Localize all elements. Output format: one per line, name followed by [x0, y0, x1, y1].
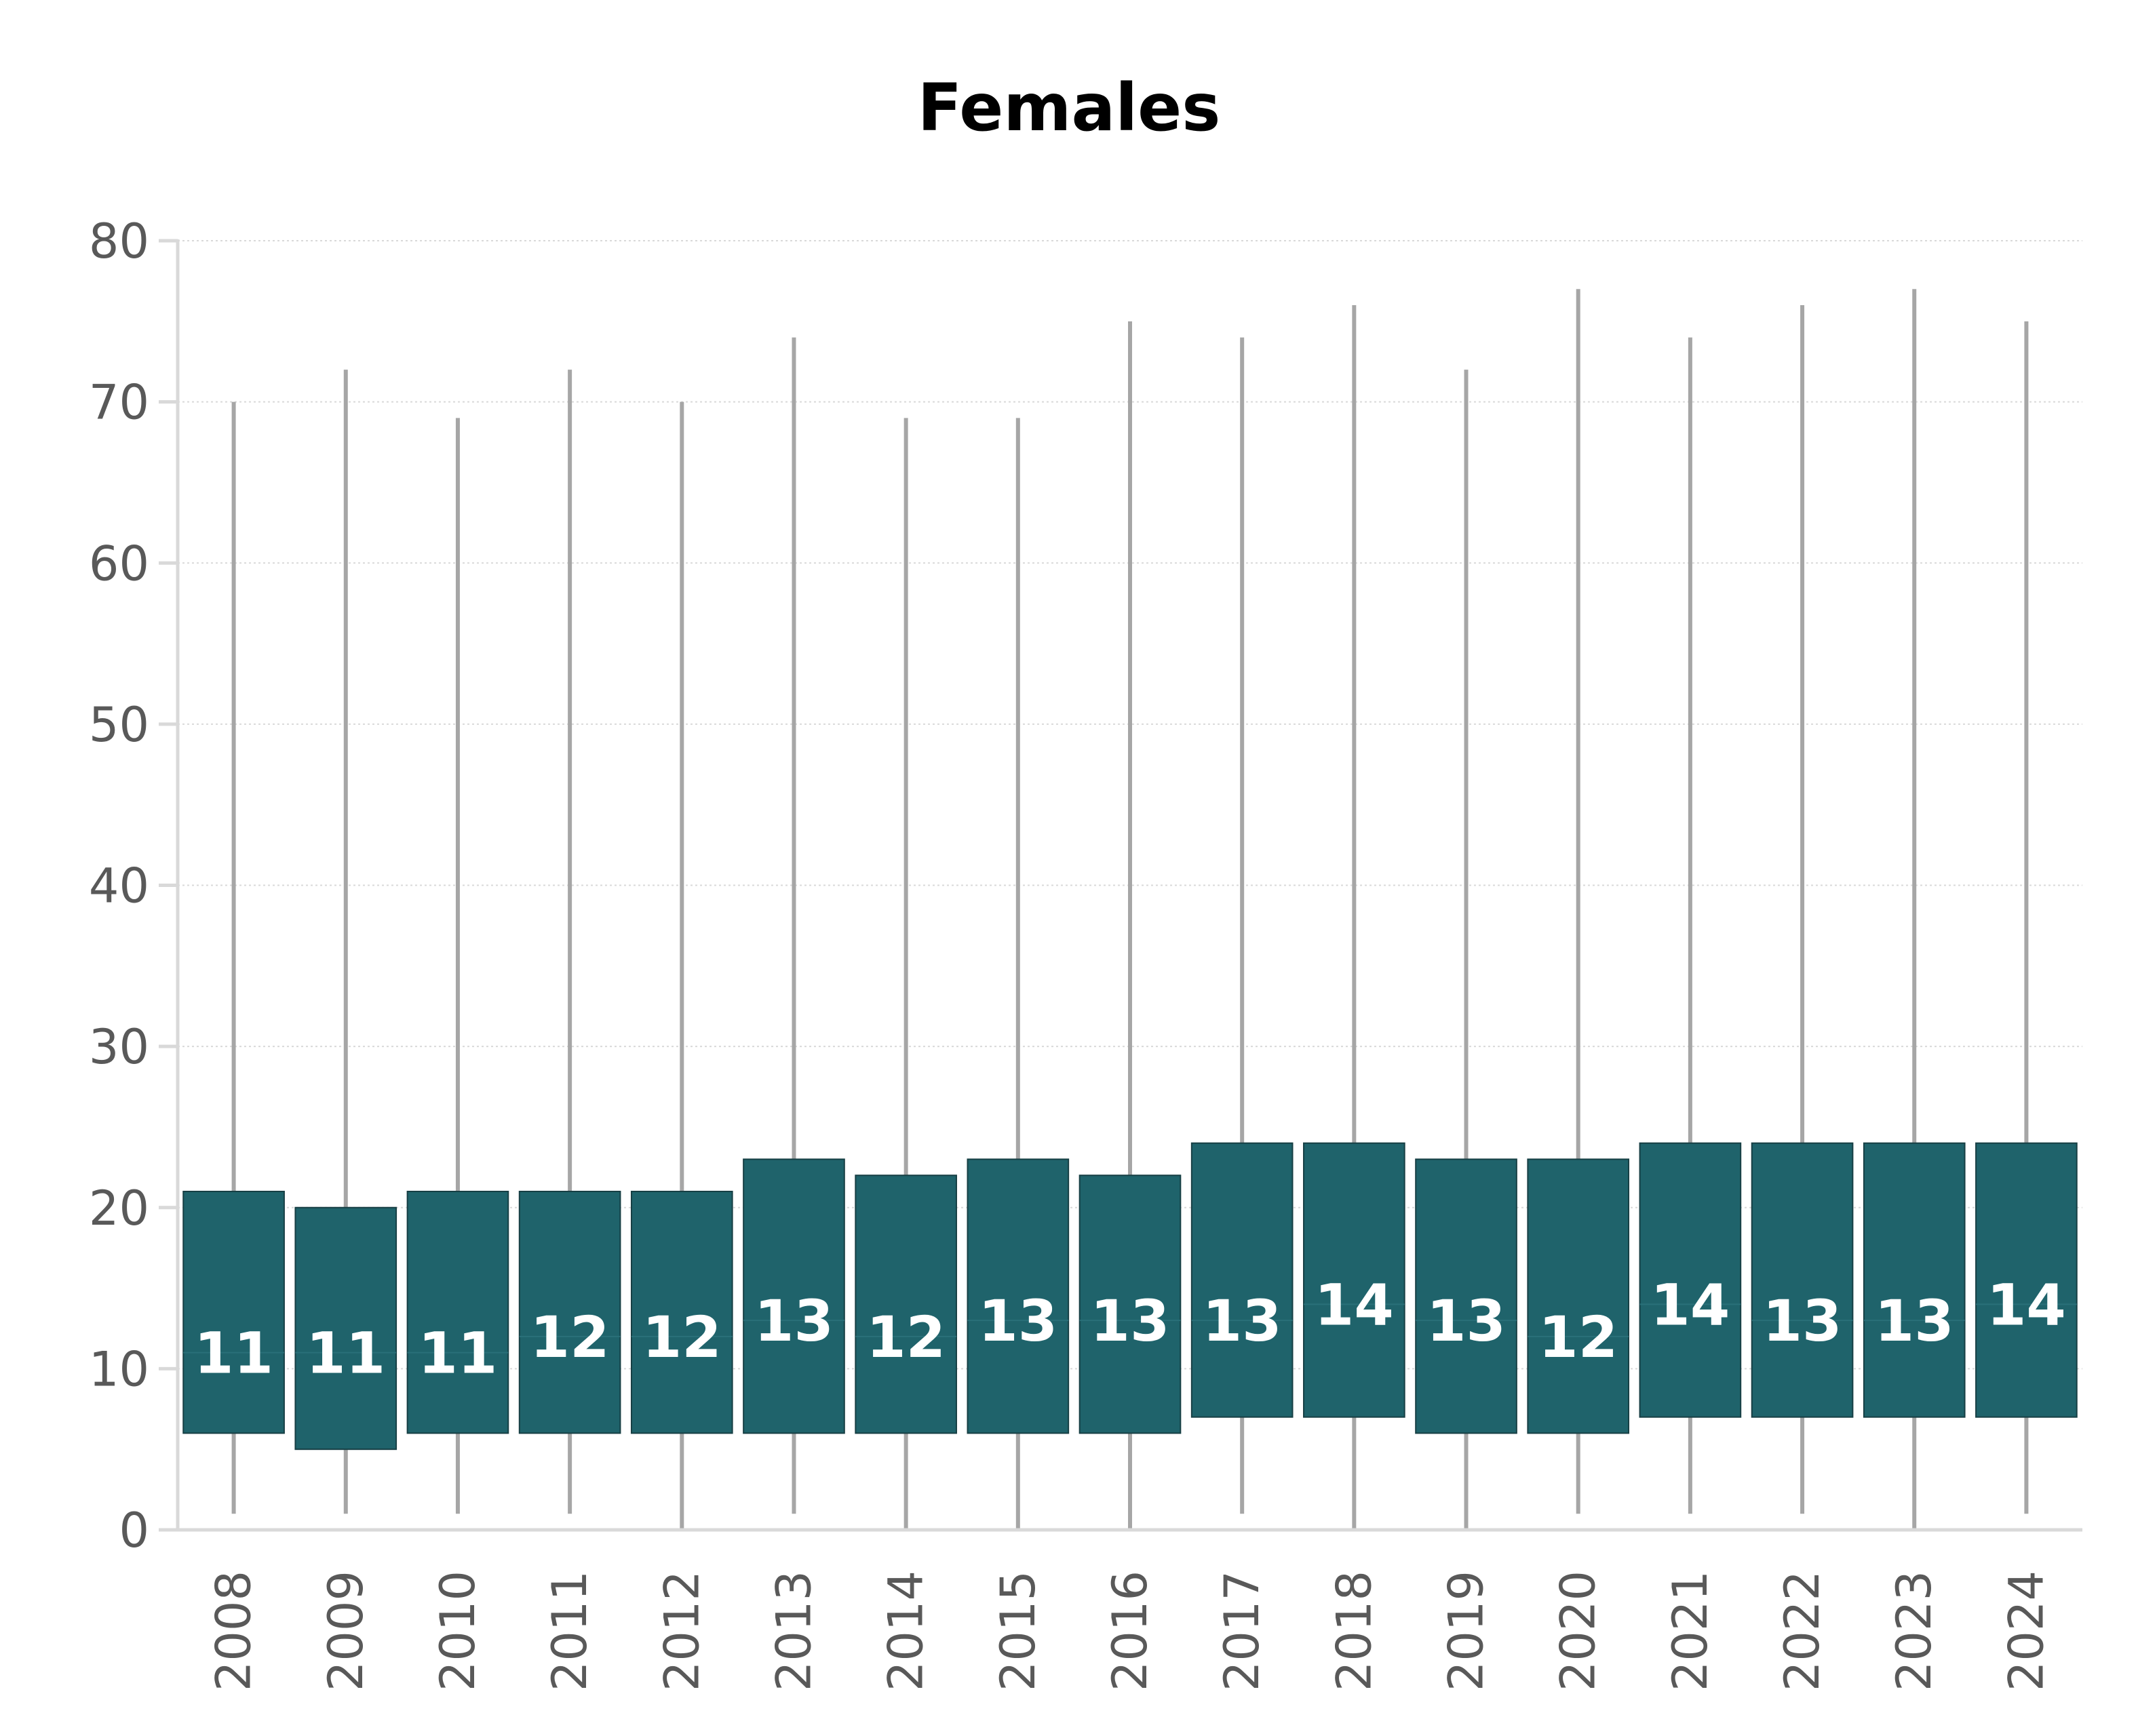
box-2016	[1078, 1175, 1182, 1434]
x-tick-label-2023: 2023	[1886, 1571, 1942, 1691]
box-2013	[743, 1158, 845, 1434]
median-label-2023: 13	[1875, 1288, 1954, 1354]
median-label-2012: 12	[642, 1304, 722, 1370]
y-tick-label: 0	[119, 1503, 149, 1558]
x-tick-label-2014: 2014	[878, 1571, 934, 1691]
median-label-2022: 13	[1763, 1288, 1842, 1354]
median-label-2021: 14	[1650, 1271, 1730, 1338]
x-tick-label-2019: 2019	[1439, 1571, 1494, 1691]
box-2022	[1751, 1142, 1854, 1418]
x-tick-label-2013: 2013	[766, 1571, 821, 1691]
median-label-2008: 11	[194, 1320, 273, 1387]
boxes	[182, 1142, 2078, 1451]
y-tick-label: 80	[89, 214, 149, 269]
x-tick-label-2020: 2020	[1551, 1571, 1606, 1691]
x-axis-ticks: 2008 2009 2010 2011 2012 2013 2014 2015 2016 2017…	[206, 1571, 2055, 1691]
box-2021	[1639, 1142, 1742, 1418]
y-tick-label: 10	[89, 1341, 149, 1397]
box-2020	[1527, 1158, 1630, 1434]
box-2014	[855, 1175, 957, 1434]
y-tick-label: 60	[89, 536, 149, 591]
x-tick-label-2022: 2022	[1774, 1571, 1830, 1691]
box-2012	[630, 1190, 733, 1434]
x-tick-label-2009: 2009	[318, 1571, 374, 1691]
median-label-2014: 12	[866, 1304, 946, 1370]
median-labels: 11 11 11 12 12 13 12 13 13 13 14 13 12 14 13 13 14	[194, 1271, 2066, 1386]
box-2009	[294, 1206, 397, 1451]
median-label-2019: 13	[1426, 1288, 1506, 1354]
median-label-2010: 11	[418, 1320, 497, 1387]
x-tick-label-2012: 2012	[654, 1571, 710, 1691]
box-2023	[1863, 1142, 1966, 1418]
box-2018	[1303, 1142, 1405, 1418]
x-tick-label-2011: 2011	[542, 1571, 598, 1691]
x-tick-label-2008: 2008	[206, 1571, 262, 1691]
median-label-2016: 13	[1091, 1288, 1170, 1354]
box-2011	[518, 1190, 621, 1434]
box-2017	[1190, 1142, 1294, 1418]
x-tick-label-2016: 2016	[1102, 1571, 1158, 1691]
median-label-2020: 12	[1538, 1304, 1618, 1370]
y-tick-label: 70	[89, 375, 149, 431]
median-label-2009: 11	[306, 1320, 385, 1387]
y-tick-label: 20	[89, 1181, 149, 1236]
median-label-2011: 12	[530, 1304, 610, 1370]
x-tick-label-2010: 2010	[430, 1571, 486, 1691]
median-label-2017: 13	[1203, 1288, 1282, 1354]
median-label-2018: 14	[1315, 1271, 1394, 1338]
x-tick-label-2015: 2015	[990, 1571, 1046, 1691]
y-axis-ticks: 0 10 20 30 40 50 60 70 80	[89, 214, 178, 1558]
y-tick-label: 50	[89, 697, 149, 753]
chart-title: Females	[918, 70, 1221, 146]
y-tick-label: 40	[89, 859, 149, 914]
box-2008	[182, 1190, 285, 1434]
box-2019	[1415, 1158, 1517, 1434]
x-tick-label-2017: 2017	[1214, 1571, 1270, 1691]
median-label-2013: 13	[754, 1288, 834, 1354]
x-tick-label-2024: 2024	[1998, 1571, 2054, 1691]
median-label-2024: 14	[1987, 1271, 2066, 1338]
median-label-2015: 13	[978, 1288, 1057, 1354]
box-2015	[967, 1158, 1070, 1434]
y-tick-label: 30	[89, 1019, 149, 1075]
box-2024	[1975, 1142, 2078, 1418]
box-2010	[406, 1190, 509, 1434]
x-tick-label-2018: 2018	[1326, 1571, 1382, 1691]
x-tick-label-2021: 2021	[1663, 1571, 1718, 1691]
